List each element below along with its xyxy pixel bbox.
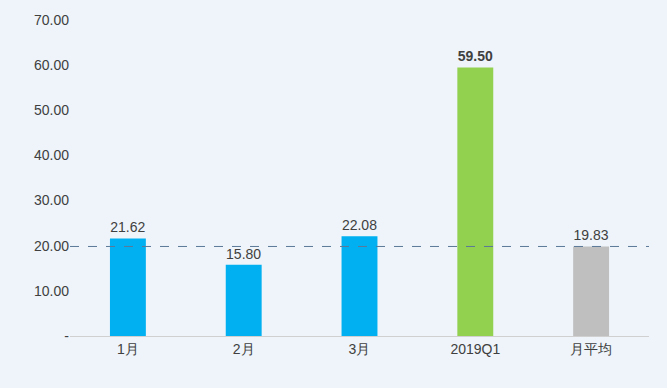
svg-text:-: - [64, 328, 69, 344]
svg-text:19.83: 19.83 [573, 227, 608, 243]
svg-text:月平均: 月平均 [570, 341, 612, 357]
svg-text:2019Q1: 2019Q1 [450, 341, 500, 357]
svg-text:10.00: 10.00 [34, 283, 69, 299]
svg-text:20.00: 20.00 [34, 238, 69, 254]
svg-text:15.80: 15.80 [226, 246, 261, 262]
svg-text:30.00: 30.00 [34, 192, 69, 208]
svg-text:59.50: 59.50 [458, 48, 493, 64]
svg-text:50.00: 50.00 [34, 102, 69, 118]
svg-text:60.00: 60.00 [34, 57, 69, 73]
svg-text:40.00: 40.00 [34, 147, 69, 163]
svg-text:21.62: 21.62 [110, 219, 145, 235]
svg-text:22.08: 22.08 [342, 217, 377, 233]
svg-text:1月: 1月 [117, 341, 139, 357]
svg-text:3月: 3月 [349, 341, 371, 357]
svg-text:70.00: 70.00 [34, 12, 69, 28]
svg-text:2月: 2月 [233, 341, 255, 357]
